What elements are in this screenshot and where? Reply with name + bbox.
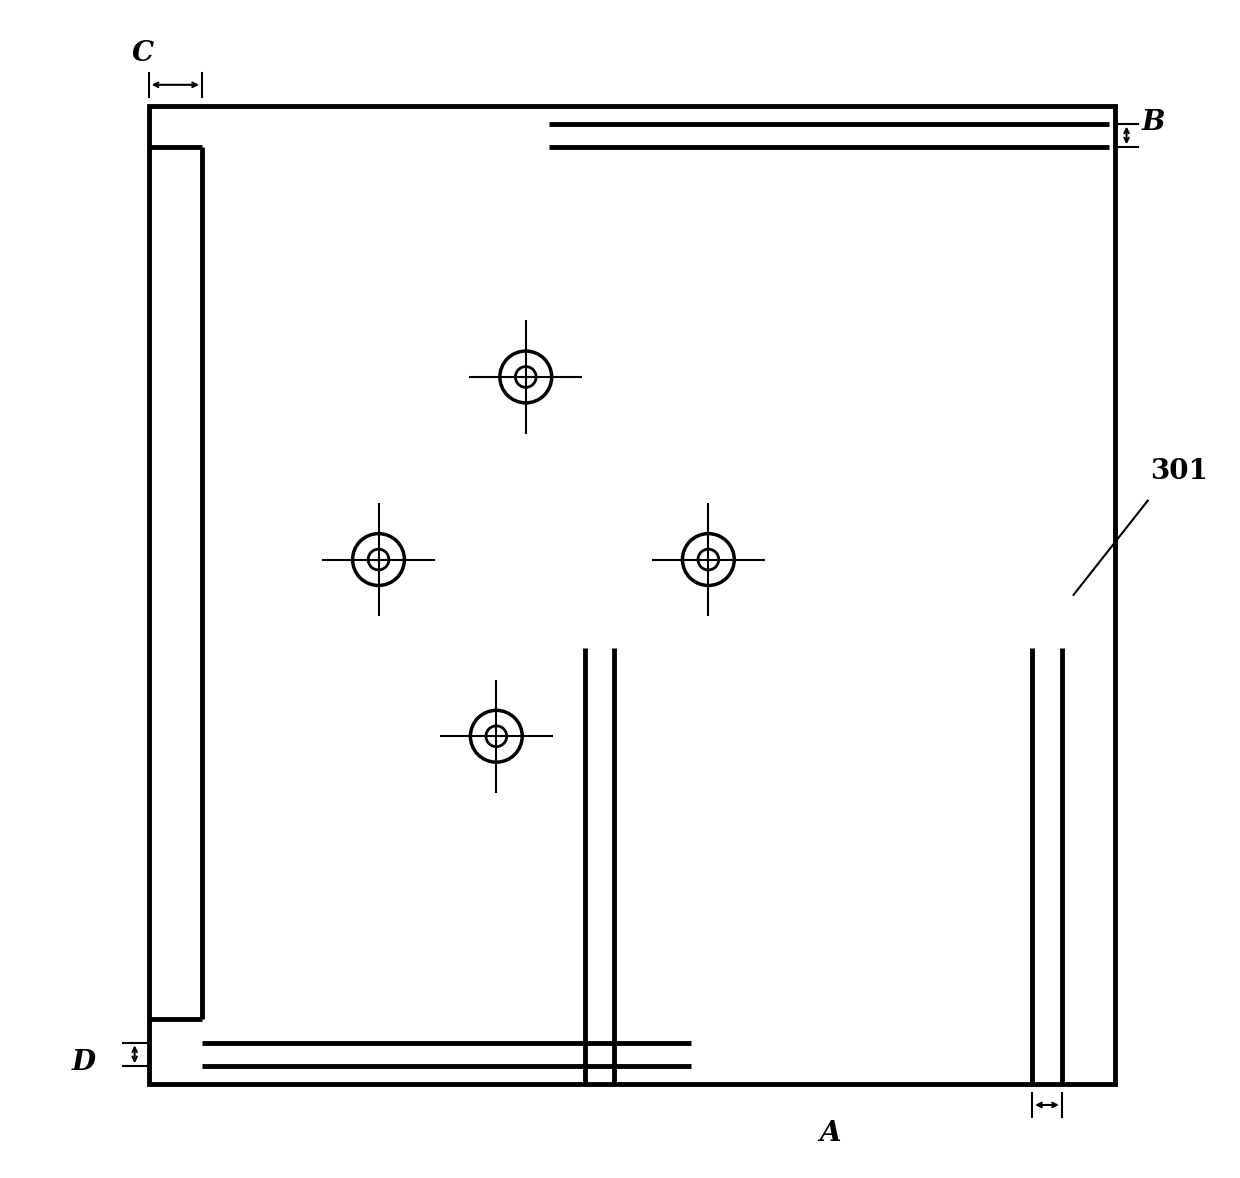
Text: B: B	[1142, 110, 1166, 135]
Text: A: A	[818, 1120, 841, 1146]
Text: C: C	[131, 40, 154, 66]
Text: D: D	[72, 1050, 95, 1076]
Bar	[149, 106, 1115, 1084]
Text: 301: 301	[1151, 458, 1209, 484]
